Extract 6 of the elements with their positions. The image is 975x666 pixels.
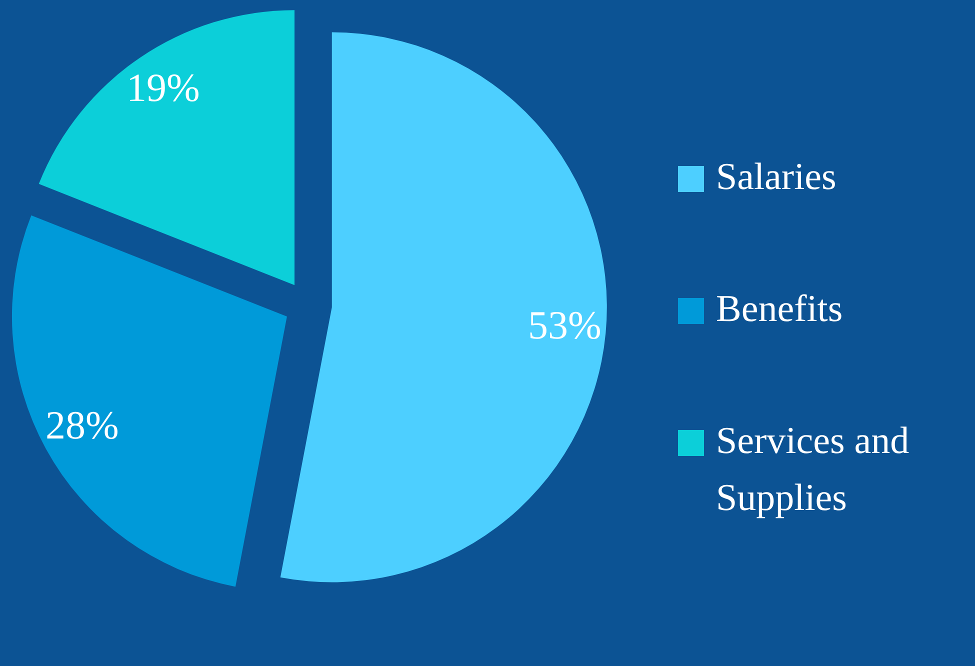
- data-label: 28%: [45, 402, 119, 448]
- legend-label: Services and Supplies: [716, 420, 910, 519]
- data-label: 19%: [126, 64, 200, 110]
- data-label: 53%: [528, 302, 602, 348]
- legend-label: Benefits: [716, 288, 843, 330]
- legend-label: Salaries: [716, 156, 836, 198]
